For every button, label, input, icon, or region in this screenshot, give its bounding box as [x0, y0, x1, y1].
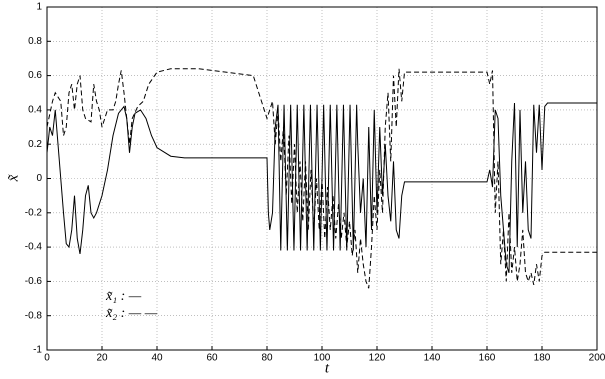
x-tick-label: 120 [369, 353, 386, 364]
x-tick-label: 60 [206, 353, 218, 364]
series-line [46, 68, 597, 289]
y-tick-label: 0.8 [28, 36, 42, 47]
y-tick-label: 0 [36, 173, 42, 184]
y-tick-label: 1 [36, 2, 42, 13]
y-tick-label: -0.2 [25, 207, 43, 218]
y-tick-label: 0.2 [28, 139, 42, 150]
y-tick-label: 0.6 [28, 70, 42, 81]
x-tick-label: 20 [96, 353, 108, 364]
y-axis-label: x̃ [5, 174, 21, 182]
x-tick-label: 100 [314, 353, 331, 364]
x-tick-label: 180 [534, 353, 551, 364]
y-tick-label: -0.8 [25, 310, 43, 321]
plot-frame [46, 6, 598, 351]
y-tick-label: -1 [33, 345, 42, 356]
y-tick-label: -0.6 [25, 276, 43, 287]
x-tick-label: 140 [424, 353, 441, 364]
legend-label: x̃₂ : — — [105, 306, 158, 321]
x-tick-label: 0 [44, 353, 50, 364]
y-tick-label: -0.4 [25, 242, 43, 253]
x-tick-label: 80 [261, 353, 273, 364]
series-line [46, 102, 597, 273]
x-tick-label: 40 [151, 353, 163, 364]
x-tick-label: 200 [589, 353, 605, 364]
legend-label: x̃₁ : — [105, 289, 142, 304]
y-tick-label: 0.4 [28, 105, 42, 116]
x-tick-label: 160 [479, 353, 496, 364]
x-axis-label: t [325, 360, 330, 376]
